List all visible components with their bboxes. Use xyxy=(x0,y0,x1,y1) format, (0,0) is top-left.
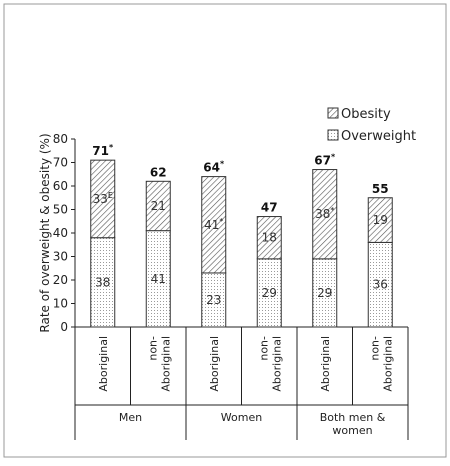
overweight-value-label: 23 xyxy=(206,293,221,307)
category-label: Aboriginal xyxy=(319,336,332,392)
bar-overweight xyxy=(312,258,338,328)
obesity-value-label: 21 xyxy=(151,199,166,213)
y-tick-label: 50 xyxy=(53,203,68,217)
obesity-value-label: 38* xyxy=(315,206,334,221)
obesity-value-label: 19 xyxy=(373,213,388,227)
total-value-label: 55 xyxy=(372,182,389,196)
obesity-value-label: 41* xyxy=(204,217,223,232)
group-label: Women xyxy=(221,411,262,424)
overweight-value-label: 38 xyxy=(95,275,110,289)
group-label: Both men & xyxy=(320,411,386,424)
total-value-label: 47 xyxy=(261,201,278,215)
obesity-value-label: 33E xyxy=(93,191,113,206)
overweight-value-label: 36 xyxy=(373,278,388,292)
category-label: non- xyxy=(146,336,159,361)
bar-obesity xyxy=(367,197,393,243)
group-label: Men xyxy=(119,411,142,424)
bar-overweight xyxy=(201,272,227,328)
y-tick-label: 20 xyxy=(53,273,68,287)
legend-swatch xyxy=(327,107,339,119)
bar-obesity xyxy=(145,180,171,232)
total-value-label: 71* xyxy=(92,143,114,158)
y-tick-label: 70 xyxy=(53,156,68,170)
obesity-value-label: 18 xyxy=(262,231,277,245)
bar-obesity xyxy=(90,159,116,239)
y-tick-label: 10 xyxy=(53,297,68,311)
overweight-value-label: 41 xyxy=(151,272,166,286)
legend-label: Overweight xyxy=(341,129,416,144)
bar-obesity xyxy=(256,216,282,260)
group-label: women xyxy=(332,424,372,437)
category-label: non- xyxy=(257,336,270,361)
overweight-value-label: 29 xyxy=(317,286,332,300)
y-tick-label: 60 xyxy=(53,179,68,193)
category-label: Aboriginal xyxy=(97,336,110,392)
total-value-label: 64* xyxy=(203,160,225,175)
overweight-value-label: 29 xyxy=(262,286,277,300)
bar-overweight xyxy=(256,258,282,328)
bar-overweight xyxy=(367,241,393,328)
y-tick-label: 0 xyxy=(60,320,68,334)
y-tick-label: 80 xyxy=(53,132,68,146)
category-label: Aboriginal xyxy=(381,336,394,392)
category-label: Aboriginal xyxy=(208,336,221,392)
total-value-label: 62 xyxy=(150,165,167,179)
bar-obesity xyxy=(201,176,227,274)
bar-obesity xyxy=(312,169,338,260)
y-tick-label: 40 xyxy=(53,226,68,240)
category-label: Aboriginal xyxy=(159,336,172,392)
total-value-label: 67* xyxy=(314,153,336,168)
y-axis-title: Rate of overweight & obesity (%) xyxy=(38,133,52,332)
legend-label: Obesity xyxy=(341,107,391,122)
bar-overweight xyxy=(90,237,116,328)
category-label: non- xyxy=(368,336,381,361)
outer-border xyxy=(3,3,447,458)
category-label: Aboriginal xyxy=(270,336,283,392)
legend-swatch xyxy=(327,129,339,141)
y-tick-label: 30 xyxy=(53,250,68,264)
